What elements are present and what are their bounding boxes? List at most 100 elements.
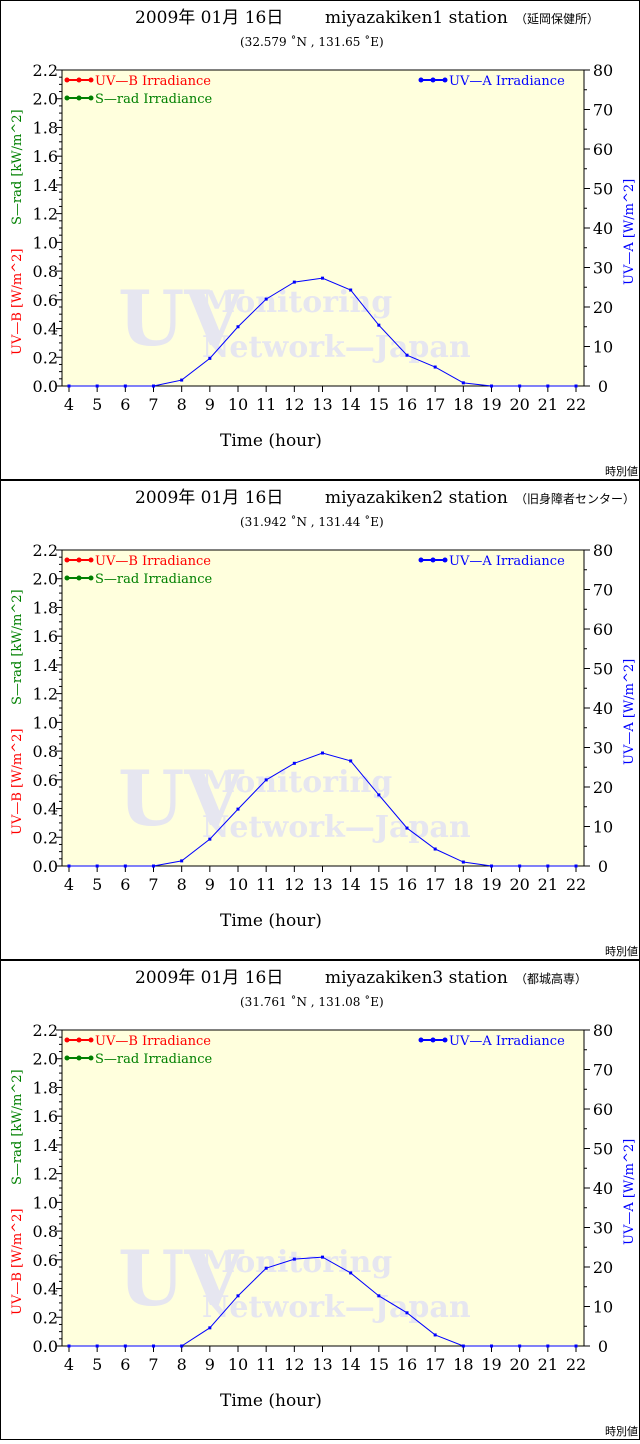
x-tick-label: 18 [453,875,473,894]
y-left-uvb-label: UV—B [W/m^2] [10,249,25,355]
chart-panel-3: 2009年 01月 16日 miyazakiken3 station （都城高専） (… [0,960,640,1440]
legend-uvb-marker [76,77,82,83]
y-right-tick-label: 80 [593,541,613,560]
y-right-tick-label: 80 [593,61,613,80]
x-tick-label: 15 [369,875,389,894]
x-tick-label: 16 [397,395,417,414]
legend-uvb-marker [76,557,82,563]
uva-data-point [433,365,437,369]
x-tick-label: 17 [425,1355,445,1374]
legend-uva-marker [418,557,424,563]
uva-data-point [264,1266,268,1270]
x-tick-label: 13 [312,875,332,894]
x-tick-label: 6 [120,1355,130,1374]
x-tick-label: 4 [64,1355,74,1374]
footer-hourly-label: 時別値 [605,945,638,958]
y-left-srad-label: S—rad [kW/m^2] [10,109,25,225]
y-left-tick-label: 0.2 [33,348,58,367]
y-left-tick-label: 1.8 [33,598,58,617]
x-tick-label: 11 [256,395,276,414]
uva-data-point [518,864,522,868]
y-left-tick-label: 0.4 [33,1280,58,1299]
x-axis-label: Time (hour) [220,911,322,931]
x-tick-label: 10 [228,395,248,414]
legend-uvb-marker [64,1037,70,1043]
legend-uvb: UV—B Irradiance [95,554,211,569]
x-tick-label: 7 [148,875,158,894]
legend-srad: S—rad Irradiance [95,1052,213,1067]
legend-uvb: UV—B Irradiance [95,74,211,89]
y-right-tick-label: 30 [593,259,613,278]
uva-data-point [95,384,99,388]
x-tick-label: 7 [148,1355,158,1374]
watermark-line2: Network—Japan [202,810,471,845]
x-tick-label: 14 [340,1355,360,1374]
uva-data-point [152,384,155,388]
x-tick-label: 21 [538,875,558,894]
legend-uva-marker [430,1037,436,1043]
legend-uva: UV—A Irradiance [449,74,565,89]
x-tick-label: 21 [538,1355,558,1374]
y-left-tick-label: 0.8 [33,262,58,281]
x-tick-label: 12 [284,1355,304,1374]
chart-station-jp: （都城高専） [515,971,587,986]
watermark-uv: UV [118,274,245,363]
uva-data-point [208,1326,212,1330]
legend-uva-marker [430,77,436,83]
x-tick-label: 13 [312,1355,332,1374]
y-right-tick-label: 10 [593,1298,613,1317]
y-right-tick-label: 70 [593,1061,613,1080]
x-tick-label: 8 [177,875,187,894]
x-tick-label: 20 [509,1355,529,1374]
uva-data-point [461,381,465,385]
plot-area [61,69,585,387]
y-right-uva-label: UV—A [W/m^2] [622,1139,637,1245]
uva-data-point [518,1344,522,1348]
x-tick-label: 10 [228,1355,248,1374]
y-left-tick-label: 1.0 [33,1193,58,1212]
y-left-tick-label: 0.8 [33,742,58,761]
chart-date: 2009年 01月 16日 [135,968,283,988]
y-left-tick-label: 1.6 [33,147,58,166]
y-left-uvb-label: UV—B [W/m^2] [10,1209,25,1315]
y-left-tick-label: 1.2 [33,205,58,224]
uva-data-point [405,1311,409,1315]
legend-uvb-marker [88,1037,94,1043]
x-tick-label: 4 [64,875,74,894]
x-tick-label: 12 [284,875,304,894]
uva-data-point [152,864,155,868]
uva-data-point [67,384,71,388]
uva-data-point [236,807,240,811]
uva-data-point [405,826,409,830]
chart-date: 2009年 01月 16日 [135,8,283,28]
y-right-tick-label: 0 [598,377,608,396]
chart-station: miyazakiken2 station [325,488,508,508]
legend-srad-marker [88,95,94,101]
uva-data-point [67,1344,71,1348]
chart-station-jp: （旧身障者センター） [515,491,635,506]
y-left-tick-label: 0.0 [33,857,58,876]
y-right-tick-label: 50 [593,660,613,679]
x-tick-label: 19 [481,395,501,414]
uva-data-point [95,864,99,868]
uva-data-point [236,325,240,329]
y-left-tick-label: 0.6 [33,771,58,790]
y-right-tick-label: 0 [598,1337,608,1356]
chart-coords: (31.942 ˚N , 131.44 ˚E) [240,514,384,529]
uva-data-point [292,280,296,284]
legend-uva-marker [442,77,448,83]
uva-data-point [180,378,184,382]
x-tick-label: 16 [397,875,417,894]
uva-data-point [123,864,127,868]
uva-data-point [574,384,578,388]
x-tick-label: 5 [92,875,102,894]
y-right-tick-label: 10 [593,338,613,357]
legend-srad-marker [64,1055,70,1061]
watermark-line2: Network—Japan [202,330,471,365]
watermark-uv: UV [118,754,245,843]
uva-data-point [208,837,212,841]
uva-data-point [349,288,353,292]
x-tick-label: 5 [92,395,102,414]
y-right-tick-label: 10 [593,818,613,837]
